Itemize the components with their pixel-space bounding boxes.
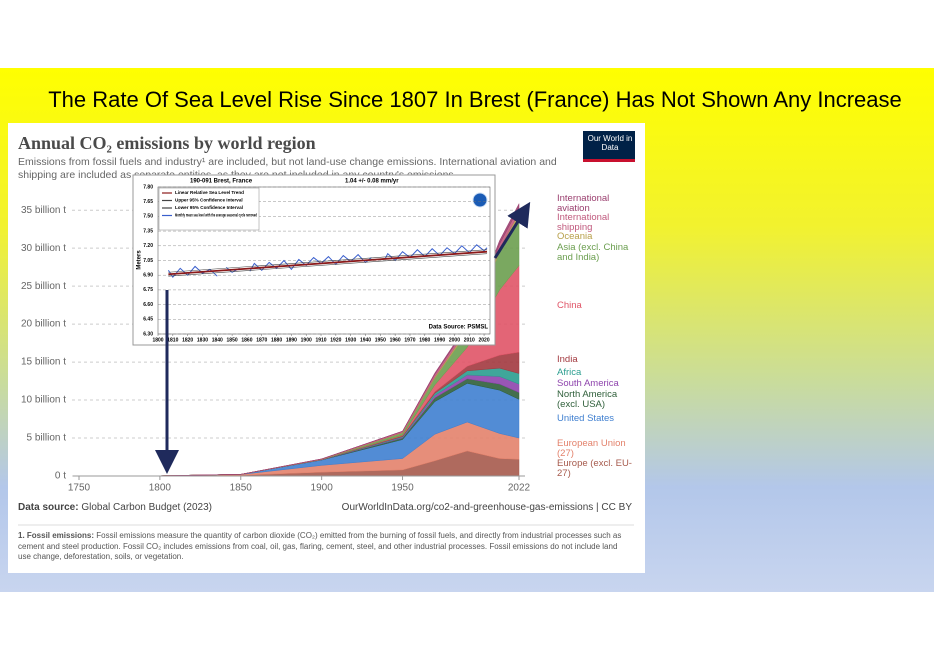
x-tick-label: 1980 bbox=[419, 337, 430, 343]
x-tick-label: 1990 bbox=[434, 337, 445, 343]
inset-legend bbox=[158, 187, 260, 231]
inset-source: Data Source: PSMSL bbox=[429, 325, 489, 331]
x-tick-label: 1910 bbox=[315, 337, 326, 343]
y-tick-label: 5 billion t bbox=[27, 433, 67, 444]
arrow bbox=[493, 201, 531, 259]
x-tick-label: 1900 bbox=[301, 337, 312, 343]
x-tick-label: 1840 bbox=[212, 337, 223, 343]
x-tick-label: 1880 bbox=[271, 337, 282, 343]
x-tick-label: 1800 bbox=[152, 337, 163, 343]
url: OurWorldInData.org/co2-and-greenhouse-ga… bbox=[341, 502, 632, 513]
inset-y-label: Meters bbox=[137, 250, 143, 270]
x-tick-label: 2010 bbox=[464, 337, 475, 343]
y-tick-label: 6.60 bbox=[143, 302, 153, 308]
x-tick-label: 1930 bbox=[345, 337, 356, 343]
y-tick-label: 35 billion t bbox=[21, 205, 66, 216]
legend-label: China bbox=[557, 300, 582, 311]
x-tick-label: 1870 bbox=[256, 337, 267, 343]
source-text: Global Carbon Budget (2023) bbox=[81, 502, 212, 513]
legend-label: North America (excl. USA) bbox=[557, 389, 618, 410]
chart-title: Annual CO₂ emissions by world region bbox=[18, 133, 316, 153]
y-tick-label: 0 t bbox=[55, 471, 66, 482]
legend-label: Europe (excl. EU-27) bbox=[557, 458, 632, 479]
source: Data source: Global Carbon Budget (2023) bbox=[18, 502, 212, 513]
x-tick-label: 1810 bbox=[167, 337, 178, 343]
legend-label: International aviation bbox=[557, 193, 610, 214]
y-tick-label: 7.50 bbox=[143, 214, 153, 220]
x-tick-label: 1800 bbox=[149, 483, 172, 494]
y-tick-label: 7.80 bbox=[143, 184, 153, 190]
y-tick-label: 6.45 bbox=[143, 317, 153, 323]
footnote-text: Fossil emissions measure the quantity of… bbox=[18, 531, 622, 561]
footnote-label: 1. Fossil emissions: bbox=[18, 531, 95, 540]
x-tick-label: 2000 bbox=[449, 337, 460, 343]
noaa-logo bbox=[472, 192, 488, 208]
x-tick-label: 1850 bbox=[230, 483, 253, 494]
x-tick-label: 1960 bbox=[390, 337, 401, 343]
x-tick-label: 1820 bbox=[182, 337, 193, 343]
y-tick-label: 25 billion t bbox=[21, 281, 66, 292]
y-tick-label: 7.05 bbox=[143, 258, 153, 264]
legend-label: European Union (27) bbox=[557, 438, 626, 459]
x-tick-label: 1950 bbox=[375, 337, 386, 343]
legend-label: International shipping bbox=[557, 212, 610, 233]
x-tick-label: 1970 bbox=[404, 337, 415, 343]
logo-text: Our World in Data bbox=[587, 134, 633, 152]
y-tick-label: 7.35 bbox=[143, 228, 153, 234]
x-tick-label: 1750 bbox=[68, 483, 91, 494]
x-tick-label: 1900 bbox=[311, 483, 334, 494]
x-tick-label: 2020 bbox=[479, 337, 490, 343]
y-tick-label: 20 billion t bbox=[21, 319, 66, 330]
y-tick-label: 7.20 bbox=[143, 243, 153, 249]
x-tick-label: 1890 bbox=[286, 337, 297, 343]
y-tick-label: 7.65 bbox=[143, 199, 153, 205]
source-label: Data source: bbox=[18, 502, 79, 513]
legend-label: United States bbox=[557, 413, 615, 424]
x-tick-label: 1830 bbox=[197, 337, 208, 343]
legend-label: India bbox=[557, 354, 578, 365]
line bbox=[168, 250, 488, 276]
legend-label: Asia (excl. China and India) bbox=[557, 242, 629, 263]
y-tick-label: 6.30 bbox=[143, 331, 153, 337]
y-tick-label: 6.90 bbox=[143, 273, 153, 279]
legend-label: Oceania bbox=[557, 231, 593, 242]
x-tick-label: 1850 bbox=[227, 337, 238, 343]
y-tick-label: 10 billion t bbox=[21, 395, 66, 406]
line bbox=[168, 253, 488, 277]
x-tick-label: 1940 bbox=[360, 337, 371, 343]
legend-label: Africa bbox=[557, 367, 582, 378]
y-tick-label: 30 billion t bbox=[21, 243, 66, 254]
line bbox=[168, 249, 488, 273]
legend-label: Lower 95% Confidence Interval bbox=[175, 205, 243, 210]
x-tick-label: 1860 bbox=[241, 337, 252, 343]
slide-title: The Rate Of Sea Level Rise Since 1807 In… bbox=[48, 87, 902, 112]
inset-subtitle: 1.04 +/- 0.08 mm/yr bbox=[345, 179, 399, 185]
legend-label: South America bbox=[557, 378, 619, 389]
x-tick-label: 2022 bbox=[508, 483, 531, 494]
footnote: 1. Fossil emissions: Fossil emissions me… bbox=[18, 531, 630, 563]
legend-label: Monthly mean sea level with the average … bbox=[175, 213, 257, 218]
logo-bar bbox=[583, 159, 635, 162]
legend-label: Linear Relative Sea Level Trend bbox=[175, 190, 244, 195]
x-tick-label: 1920 bbox=[330, 337, 341, 343]
legend-label: Upper 95% Confidence Interval bbox=[175, 198, 243, 203]
inset-title: 190-091 Brest, France bbox=[190, 179, 253, 185]
logo bbox=[583, 131, 635, 161]
y-tick-label: 6.75 bbox=[143, 287, 153, 293]
x-tick-label: 1950 bbox=[391, 483, 414, 494]
y-tick-label: 15 billion t bbox=[21, 357, 66, 368]
